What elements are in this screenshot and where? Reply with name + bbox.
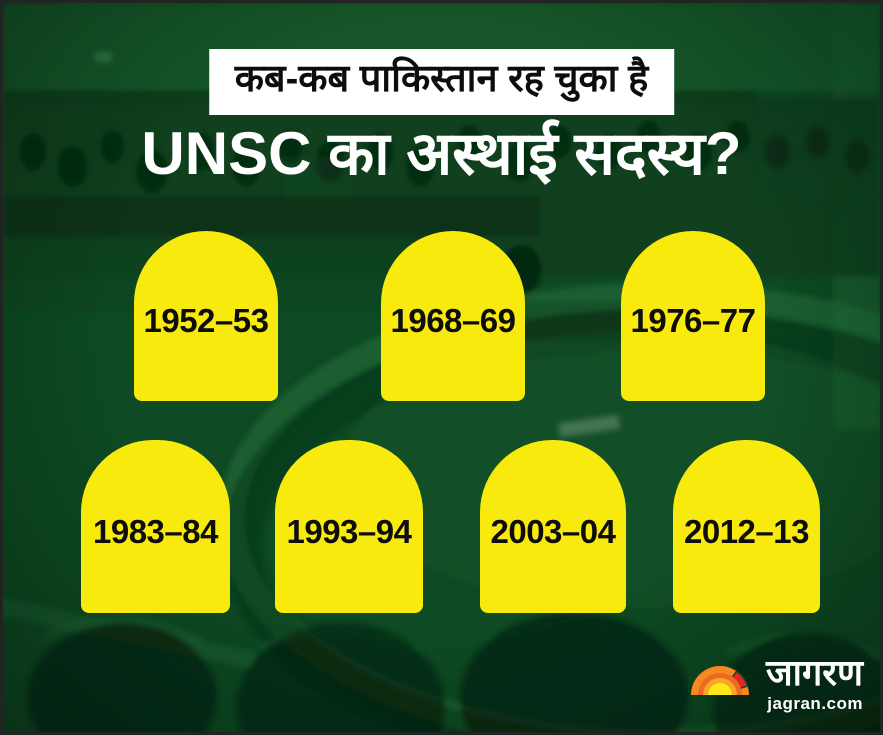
- jagran-logo: जागरण jagran.com: [689, 654, 863, 714]
- tenure-card-3: 1976–77: [621, 231, 765, 401]
- title-banner: कब-कब पाकिस्तान रह चुका है: [208, 49, 675, 115]
- jagran-sun-icon: [690, 666, 749, 697]
- tenure-year-label: 1983–84: [93, 512, 218, 550]
- tenure-card-5: 1993–94: [275, 440, 423, 613]
- tenure-year-label: 1952–53: [143, 302, 269, 339]
- tenure-card-6: 2003–04: [480, 440, 626, 613]
- jagran-logo-text: जागरण jagran.com: [766, 654, 863, 714]
- tenure-card-7: 2012–13: [673, 440, 820, 613]
- main-heading: UNSC का अस्थाई सदस्य?: [141, 120, 742, 187]
- tenure-year-label: 1993–94: [286, 512, 412, 550]
- jagran-brand-name: जागरण: [765, 652, 863, 694]
- tenure-card-4: 1983–84: [81, 440, 230, 613]
- jagran-site-url: jagran.com: [767, 694, 863, 713]
- tenure-year-label: 1976–77: [630, 302, 756, 339]
- tenure-year-label: 1968–69: [390, 302, 516, 339]
- tenure-card-1: 1952–53: [134, 231, 278, 401]
- tenure-year-label: 2003–04: [490, 512, 616, 550]
- tenure-year-label: 2012–13: [684, 512, 809, 550]
- tenure-card-2: 1968–69: [381, 231, 525, 401]
- title-banner-text: कब-कब पाकिस्तान रह चुका है: [234, 58, 649, 100]
